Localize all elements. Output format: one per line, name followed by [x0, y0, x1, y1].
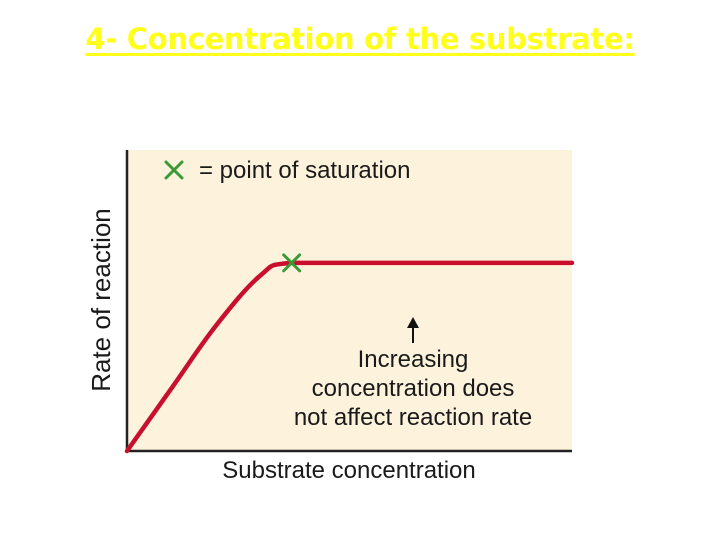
y-axis-label: Rate of reaction [86, 208, 116, 392]
annotation-arrow-head [407, 317, 419, 328]
legend-text: = point of saturation [199, 157, 410, 184]
x-axis-label: Substrate concentration [222, 457, 476, 484]
legend: = point of saturation [164, 157, 410, 184]
annotation-line-2: concentration does [312, 375, 515, 402]
annotation-line-3: not affect reaction rate [294, 404, 532, 431]
annotation-line-1: Increasing [358, 346, 469, 373]
legend-x-icon [164, 160, 184, 180]
rate-curve [124, 260, 575, 454]
plot-background [127, 150, 572, 450]
saturation-marker-icon [282, 253, 302, 273]
slide-title: 4- Concentration of the substrate: [85, 22, 635, 56]
